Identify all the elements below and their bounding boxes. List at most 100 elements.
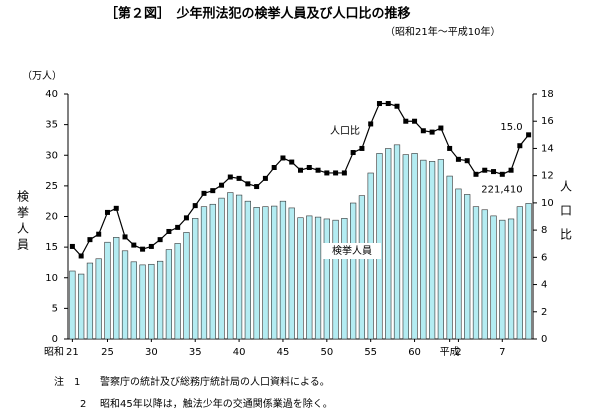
line-marker (315, 167, 321, 173)
line-marker (412, 118, 418, 124)
line-marker (517, 143, 523, 149)
x-tick-label: 40 (233, 347, 246, 358)
line-marker (201, 190, 207, 196)
line-marker (148, 243, 154, 249)
bar (507, 218, 515, 340)
x-tick-label: 30 (145, 347, 158, 358)
y-axis-label: 検挙人員 (16, 190, 30, 254)
y2-tick-label: 16 (541, 116, 554, 127)
y2-tick-label: 6 (541, 252, 547, 263)
line-marker (359, 145, 365, 151)
bar (472, 206, 480, 340)
x-tick-label: 45 (277, 347, 290, 358)
bar (200, 206, 208, 340)
y2-tick-label: 0 (541, 334, 547, 345)
x-tick-label: 60 (408, 347, 421, 358)
y2-tick-label: 14 (541, 143, 554, 154)
y2-tick-label: 8 (541, 225, 547, 236)
bar (148, 263, 155, 340)
line-marker (368, 121, 374, 127)
bar (490, 215, 497, 340)
x-tick-label: 2 (455, 347, 461, 358)
line-marker (87, 237, 93, 243)
line-marker (473, 171, 479, 177)
line-marker (289, 159, 295, 165)
y-tick-label: 10 (45, 273, 58, 284)
line-marker (526, 132, 532, 138)
chart-subtitle: （昭和21年～平成10年） (385, 25, 500, 38)
line-marker (104, 209, 110, 215)
bar (393, 144, 401, 340)
line-marker (491, 169, 497, 175)
bar (464, 194, 471, 340)
note-marker: 注 1 (54, 375, 80, 388)
bar (455, 188, 462, 340)
bar (481, 209, 488, 340)
y2-axis-label: 人口比 (559, 180, 573, 252)
x-tick-label: 50 (320, 347, 333, 358)
x-era-label: 昭和 (44, 346, 64, 358)
line-marker (438, 125, 444, 131)
line-marker (254, 184, 260, 190)
line-marker (324, 170, 330, 176)
x-tick-label: 21 (66, 347, 79, 358)
bar (174, 243, 181, 340)
bar (341, 218, 348, 340)
bar (297, 217, 304, 340)
x-tick-label: 35 (189, 347, 202, 358)
line-marker (157, 237, 163, 243)
bar (279, 200, 287, 340)
bar (385, 148, 392, 340)
bar (235, 194, 243, 340)
bar (271, 205, 278, 340)
bar (218, 197, 225, 340)
line-marker (376, 101, 382, 107)
line-marker (455, 156, 461, 162)
line-marker (420, 128, 426, 134)
line-marker (175, 224, 181, 230)
line-marker (192, 203, 198, 209)
bar (516, 206, 523, 340)
line-marker (306, 165, 312, 170)
bar (69, 270, 76, 340)
chart-title: ［第２図］ 少年刑法犯の検挙人員及び人口比の推移 (105, 6, 411, 22)
bar (86, 262, 94, 340)
line-marker (131, 242, 137, 248)
bar (358, 195, 366, 340)
series-label: 検挙人員 (332, 244, 372, 257)
bar (121, 250, 129, 340)
bar (139, 264, 146, 340)
bar (420, 159, 427, 340)
line-marker (271, 165, 277, 170)
line-marker (96, 231, 102, 237)
line-marker (236, 175, 242, 181)
line-marker (78, 253, 84, 259)
bar (95, 258, 102, 340)
line-marker (262, 175, 268, 181)
y-tick-label: 0 (52, 334, 58, 345)
y-tick-label: 35 (45, 120, 58, 131)
y-tick-label: 40 (45, 89, 58, 100)
y2-tick-label: 2 (541, 307, 547, 318)
line-marker (447, 145, 453, 151)
bar (183, 232, 190, 340)
line-marker (394, 103, 400, 109)
bar (411, 153, 418, 340)
bar (262, 206, 269, 340)
line-marker (341, 170, 347, 176)
bar (314, 216, 322, 340)
bar (244, 200, 251, 340)
line-marker (280, 155, 286, 161)
line-marker (350, 150, 356, 156)
line-marker (385, 101, 391, 107)
line-marker (333, 170, 339, 176)
line-marker (499, 171, 505, 177)
y-unit: （万人） (22, 70, 62, 82)
bar (113, 237, 120, 340)
line-marker (464, 158, 470, 164)
y-tick-label: 5 (52, 303, 58, 314)
bar (323, 218, 330, 340)
bar (288, 207, 295, 340)
bar (104, 241, 111, 340)
